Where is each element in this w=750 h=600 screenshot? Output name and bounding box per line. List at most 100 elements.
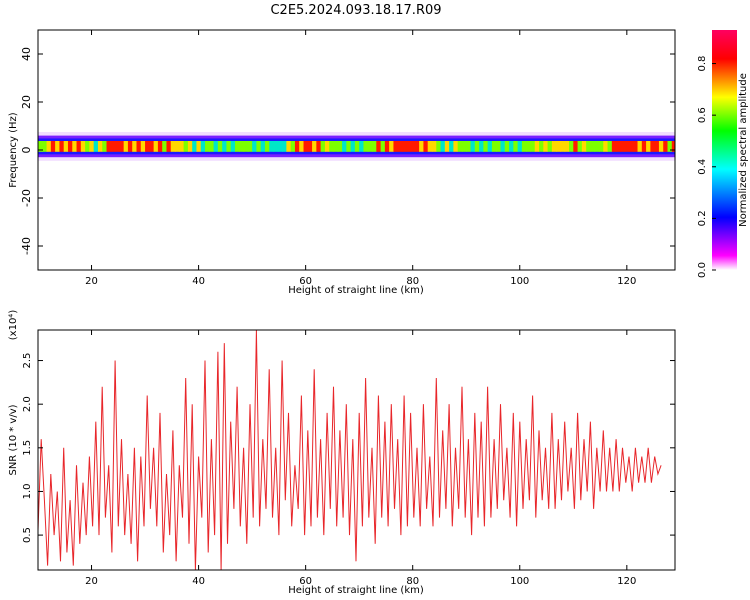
spectrogram-cell <box>324 141 330 152</box>
snr-ytick-label: 0.5 <box>22 527 33 543</box>
spectrogram-cell <box>132 141 137 152</box>
spectrogram-cell <box>72 141 78 152</box>
spectrogram-cell <box>397 141 403 152</box>
spectrogram-cell <box>402 141 407 152</box>
spectrogram-cell <box>342 141 347 152</box>
snr-xtick-label: 40 <box>192 576 205 587</box>
spectrogram-cell <box>333 141 339 152</box>
spectrogram-cell <box>217 141 223 152</box>
spectrogram-cell <box>637 141 643 152</box>
spectrogram-cell <box>564 141 570 152</box>
spectrogram-cell <box>277 141 283 152</box>
spectrogram-cell <box>577 141 583 152</box>
spectrogram-cell <box>119 141 125 152</box>
spectrogram-cell <box>389 141 394 152</box>
colorbar-tick-label: 0.4 <box>697 159 708 175</box>
colorbar-label: Normalized spectral amplitude <box>738 73 749 227</box>
snr-ytick-label: 1.0 <box>22 484 33 500</box>
spectrogram-cell <box>586 141 591 152</box>
spectrogram-cell <box>376 141 382 152</box>
spectrogram-cell <box>449 141 454 152</box>
snr-xtick-label: 60 <box>299 576 312 587</box>
snr-frame <box>37 329 676 571</box>
snr-ylabel: SNR (10 * v/v) <box>8 404 19 475</box>
spectrogram-xlabel: Height of straight line (km) <box>288 285 424 296</box>
spectrogram-cell <box>521 141 527 152</box>
spectrogram-cell <box>628 141 634 152</box>
spectrogram-cell <box>444 141 450 152</box>
spectrogram-cell <box>316 141 322 152</box>
spectrogram-xtick-label: 80 <box>406 276 419 287</box>
spectrogram-cell <box>641 141 647 152</box>
colorbar-tick-label: 0.6 <box>697 107 708 123</box>
spectrogram-cell <box>384 141 390 152</box>
spectrogram-cell <box>594 141 600 152</box>
spectrogram-cell <box>427 141 433 152</box>
spectrogram-cell <box>556 141 561 152</box>
spectrogram-heatmap <box>38 132 675 161</box>
spectrogram-cell <box>393 141 399 152</box>
spectrogram-cell <box>663 141 669 152</box>
spectrogram-cell <box>175 141 180 152</box>
spectrogram-cell <box>196 141 202 152</box>
spectrogram-cell <box>354 141 360 152</box>
snr-xtick-label: 100 <box>510 576 529 587</box>
spectrogram-cell <box>483 141 489 152</box>
snr-ytick-label: 2.0 <box>22 396 33 412</box>
spectrogram-cell <box>616 141 621 152</box>
spectrogram-cell <box>286 141 292 152</box>
spectrogram-cell <box>127 141 133 152</box>
spectrogram-cell <box>646 141 651 152</box>
spectrogram-cell <box>80 141 86 152</box>
spectrogram-cell <box>509 141 514 152</box>
colorbar-tick-label: 0.8 <box>697 56 708 72</box>
spectrogram-cell <box>166 141 172 152</box>
spectrogram-cell <box>290 141 296 152</box>
spectrogram-ylabel: Frequency (Hz) <box>8 112 19 188</box>
snr-ytick-label: 2.5 <box>22 353 33 369</box>
spectrogram-cell <box>560 141 566 152</box>
spectrogram-cell <box>55 141 60 152</box>
spectrogram-cell <box>440 141 446 152</box>
spectrogram-cell <box>157 141 163 152</box>
spectrogram-cell <box>76 141 82 152</box>
spectrogram-cell <box>312 141 317 152</box>
spectrogram-cell <box>590 141 596 152</box>
spectrogram-cell <box>226 141 232 152</box>
spectrogram-cell <box>170 141 176 152</box>
spectrogram-cell <box>581 141 587 152</box>
colorbar: 0.0 0.2 0.4 0.6 0.8 Normalized spectral ampl… <box>697 30 749 278</box>
spectrogram-cell <box>504 141 510 152</box>
spectrogram-cell <box>650 141 656 152</box>
spectrogram-cell <box>123 141 129 152</box>
spectrogram-cell <box>136 141 142 152</box>
spectrogram-panel: 20 40 60 80 100 120 -40 -20 0 20 40 Frequency (Hz)… <box>8 29 676 296</box>
spectrogram-cell <box>252 141 257 152</box>
spectrogram-cell <box>667 141 673 152</box>
spectrogram-cell <box>200 141 206 152</box>
spectrogram-cell <box>247 141 253 152</box>
spectrogram-xtick-label: 40 <box>192 276 205 287</box>
spectrogram-cell <box>436 141 442 152</box>
colorbar-tick-label: 0.0 <box>697 262 708 278</box>
spectrogram-cell <box>658 141 664 152</box>
spectrogram-cell <box>337 141 343 152</box>
spectrogram-xtick-label: 20 <box>85 276 98 287</box>
spectrogram-cell <box>543 141 549 152</box>
spectrogram-cell <box>110 141 116 152</box>
spectrogram-cell <box>42 141 48 152</box>
spectrogram-cell <box>607 141 613 152</box>
spectrogram-cell <box>67 141 73 152</box>
spectrogram-axes: 20 40 60 80 100 120 -40 -20 0 20 40 <box>20 30 675 287</box>
spectrogram-cell <box>89 141 95 152</box>
snr-multiplier: (x10⁴) <box>8 310 19 341</box>
spectrogram-cell <box>380 141 386 152</box>
spectrogram-cell <box>38 141 43 152</box>
spectrogram-cell <box>496 141 501 152</box>
spectrogram-cell <box>153 141 159 152</box>
spectrogram-cell <box>115 141 120 152</box>
spectrogram-cell <box>264 141 270 152</box>
spectrogram-cell <box>530 141 536 152</box>
colorbar-gradient <box>712 30 737 270</box>
spectrogram-ytick-label: 0 <box>20 147 33 154</box>
